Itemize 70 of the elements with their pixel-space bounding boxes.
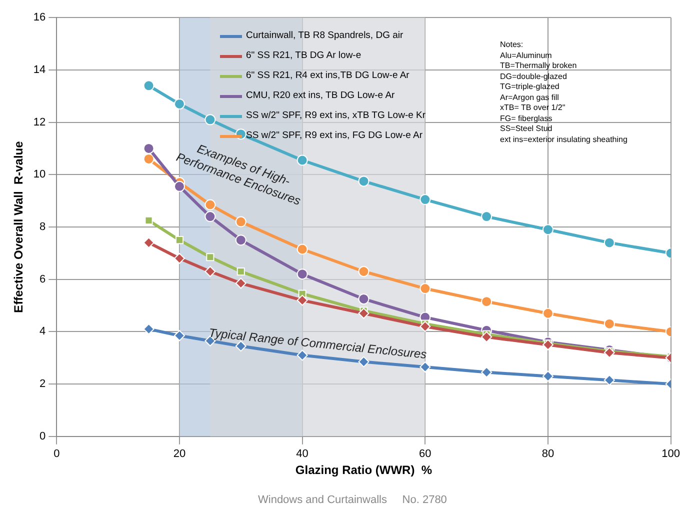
band-label: Typical Range of Commercial Enclosures xyxy=(208,326,428,362)
point xyxy=(235,278,246,289)
point xyxy=(358,293,370,304)
point xyxy=(358,266,370,277)
point xyxy=(204,114,216,126)
point xyxy=(420,362,431,373)
x-tick-label: 60 xyxy=(419,448,432,460)
point xyxy=(204,199,216,210)
y-tick-label: 8 xyxy=(40,221,46,234)
point xyxy=(144,216,153,224)
text: Windows and Curtainwalls No. 2780 xyxy=(258,494,447,506)
legend-label: Curtainwall, TB R8 Spandrels, DG air xyxy=(246,29,404,43)
point xyxy=(296,294,308,306)
point xyxy=(235,216,246,228)
point xyxy=(174,98,185,110)
point xyxy=(481,366,492,378)
point xyxy=(358,356,370,368)
x-tick-label: 100 xyxy=(662,448,680,460)
point xyxy=(604,347,615,358)
point xyxy=(143,153,154,164)
point xyxy=(235,234,246,246)
point xyxy=(235,340,246,352)
legend-label: SS w/2" SPF, R9 ext ins, xTB TG Low-e Kr xyxy=(246,109,426,123)
y-tick-label: 12 xyxy=(33,116,46,128)
point xyxy=(604,318,615,330)
point xyxy=(481,296,492,308)
point xyxy=(296,244,308,255)
legend-label: 6" SS R21, R4 ext ins,TB DG Low-e Ar xyxy=(246,69,410,83)
point xyxy=(481,331,492,342)
point xyxy=(420,320,431,332)
point xyxy=(604,237,615,248)
point xyxy=(604,374,615,386)
point xyxy=(358,308,370,319)
point xyxy=(542,308,554,319)
y-tick-label: 0 xyxy=(40,430,46,442)
x-tick-label: 80 xyxy=(542,448,554,460)
y-tick-label: 14 xyxy=(33,64,46,76)
y-tick-label: 2 xyxy=(40,378,46,390)
point xyxy=(542,339,554,350)
point xyxy=(542,224,554,236)
point xyxy=(296,154,308,166)
point xyxy=(206,253,214,262)
point xyxy=(175,236,184,244)
point xyxy=(143,80,154,92)
point xyxy=(174,252,185,264)
x-tick-label: 20 xyxy=(173,448,186,460)
x-tick-label: 0 xyxy=(54,448,60,460)
text: Notes: Alu=Aluminum TB=Thermally broken DG=double-glazed TG=triple-glazed Ar=Argon gas fill xTB= TB over 1/2" FG= fiberglass SS=Steel Stud ext ins=exterior insulating sheathing xyxy=(500,40,628,144)
point xyxy=(296,268,308,280)
point xyxy=(143,324,154,335)
point xyxy=(204,211,216,222)
point xyxy=(236,267,245,276)
point xyxy=(204,266,216,277)
x-axis-title: Glazing Ratio (WWR) % xyxy=(295,463,432,478)
point xyxy=(143,142,154,154)
point xyxy=(481,211,492,222)
point xyxy=(358,176,370,187)
x-tick-label: 40 xyxy=(296,448,308,460)
y-axis-title: Effective Overall Wall R-value xyxy=(12,140,26,313)
legend-label: 6" SS R21, TB DG Ar low-e xyxy=(246,49,362,63)
point xyxy=(420,194,431,206)
y-tick-label: 4 xyxy=(40,326,46,338)
y-tick-label: 16 xyxy=(33,12,46,24)
y-tick-label: 10 xyxy=(33,168,46,181)
y-tick-label: 6 xyxy=(40,273,46,286)
point xyxy=(174,330,185,342)
point xyxy=(420,283,431,294)
point xyxy=(143,237,154,248)
point xyxy=(542,370,554,382)
legend-label: CMU, R20 ext ins, TB DG Low-e Ar xyxy=(246,89,395,103)
